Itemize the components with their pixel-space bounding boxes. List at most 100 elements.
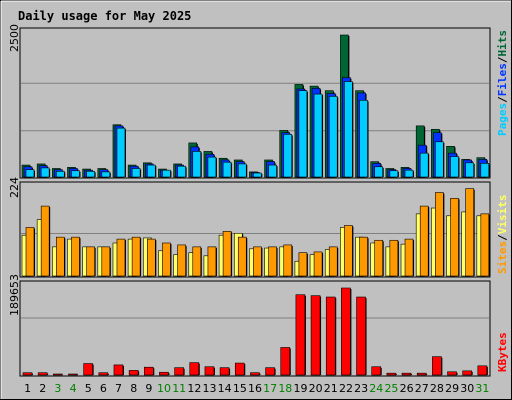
- day-label-8: 8: [130, 382, 137, 395]
- bar-p0-s2-d24: [374, 166, 384, 178]
- bar-p1-s1-d4: [71, 236, 80, 277]
- bar-p2-s0-d22: [341, 287, 351, 376]
- bar-p2-s0-d1: [22, 372, 33, 376]
- bar-p0-s2-d20: [313, 93, 323, 178]
- bar-p0-s2-d17: [268, 164, 277, 178]
- gridlines: [21, 82, 489, 319]
- bar-p1-s1-d13: [207, 246, 217, 277]
- day-label-2: 2: [39, 382, 46, 395]
- bar-p2-s0-d30: [462, 370, 472, 376]
- legend-sites: Sites: [496, 241, 509, 274]
- bar-p2-s0-d12: [189, 362, 200, 376]
- day-label-31: 31: [475, 382, 489, 395]
- bar-p0-s2-d7: [116, 127, 126, 178]
- bar-p0-s2-d5: [86, 171, 95, 178]
- bar-p1-s1-d2: [40, 205, 50, 277]
- day-label-1: 1: [24, 382, 31, 395]
- bar-p1-s1-d23: [359, 236, 368, 277]
- bottom-y-max-label: 189653: [8, 274, 21, 316]
- day-label-3: 3: [54, 382, 61, 395]
- bar-p1-s1-d18: [283, 244, 293, 277]
- bar-p1-s1-d7: [116, 238, 126, 277]
- bar-p2-s0-d29: [447, 371, 457, 376]
- day-label-14: 14: [218, 382, 232, 395]
- bar-p0-s2-d31: [480, 163, 490, 178]
- bar-p2-s0-d19: [295, 294, 306, 376]
- top-legend: Pages/Files/Hits: [496, 30, 509, 136]
- legend-sep-2: /: [496, 56, 509, 63]
- day-label-17: 17: [263, 382, 277, 395]
- bar-p1-s1-d6: [101, 246, 111, 277]
- bar-p0-s2-d28: [435, 141, 444, 178]
- day-label-9: 9: [145, 382, 152, 395]
- legend-sep-1: /: [496, 96, 509, 103]
- bar-p1-s1-d5: [86, 246, 95, 277]
- day-label-10: 10: [157, 382, 171, 395]
- bar-p1-s1-d1: [25, 227, 35, 277]
- bar-p0-s2-d9: [146, 164, 156, 178]
- bar-p0-s2-d14: [222, 161, 232, 178]
- top-panel-bg: [19, 27, 491, 179]
- middle-y-max-label: 224: [8, 177, 21, 198]
- bar-p0-s2-d12: [192, 151, 202, 178]
- bar-p1-s1-d28: [435, 192, 444, 277]
- bar-p2-s0-d16: [250, 372, 260, 376]
- day-label-18: 18: [278, 382, 292, 395]
- bar-p0-s2-d25: [389, 170, 399, 178]
- bar-p2-s0-d7: [113, 364, 124, 376]
- day-label-5: 5: [85, 382, 92, 395]
- bar-p2-s0-d20: [310, 295, 321, 376]
- bar-p2-s0-d15: [234, 362, 245, 376]
- day-label-15: 15: [233, 382, 247, 395]
- bar-p2-s0-d26: [401, 372, 412, 376]
- bar-p1-s1-d27: [419, 205, 429, 277]
- bar-p2-s0-d11: [174, 367, 184, 376]
- day-label-26: 26: [400, 382, 414, 395]
- bar-p2-s0-d31: [477, 365, 488, 376]
- bar-p0-s2-d3: [56, 171, 65, 178]
- bar-p2-s0-d4: [68, 373, 78, 376]
- chart-title: Daily usage for May 2025: [18, 9, 191, 23]
- bar-p1-s1-d11: [177, 244, 186, 277]
- bar-p0-s2-d29: [450, 156, 459, 178]
- bar-p2-s0-d18: [280, 347, 291, 376]
- bar-p1-s1-d3: [56, 236, 65, 277]
- bar-p2-s0-d14: [219, 367, 230, 376]
- legend-sep-3: /: [496, 234, 509, 241]
- bar-p0-s2-d18: [283, 134, 293, 178]
- svg-text:Pages/Files/Hits: Pages/Files/Hits: [496, 30, 509, 136]
- legend-files: Files: [496, 63, 509, 96]
- bars: [21, 34, 490, 376]
- day-label-21: 21: [324, 382, 338, 395]
- svg-text:Sites/Visits: Sites/Visits: [496, 195, 509, 275]
- bar-p1-s1-d19: [298, 252, 308, 277]
- bar-p1-s1-d21: [328, 246, 338, 277]
- bar-p0-s2-d21: [328, 96, 338, 178]
- bar-p2-s0-d13: [204, 366, 215, 376]
- bar-p0-s2-d26: [404, 169, 414, 178]
- bar-p2-s0-d24: [371, 366, 382, 376]
- day-label-6: 6: [100, 382, 107, 395]
- bar-p1-s1-d16: [253, 246, 262, 277]
- bar-p1-s1-d30: [465, 188, 474, 277]
- day-label-29: 29: [445, 382, 459, 395]
- day-label-22: 22: [339, 382, 353, 395]
- legend-kbytes: KBytes: [496, 332, 509, 372]
- bar-p1-s1-d26: [404, 238, 414, 277]
- bar-p1-s1-d17: [268, 246, 277, 277]
- bar-p0-s2-d30: [465, 162, 474, 178]
- bar-p0-s2-d27: [419, 152, 429, 178]
- bar-p0-s2-d15: [237, 163, 247, 178]
- day-label-28: 28: [430, 382, 444, 395]
- bar-p2-s0-d6: [98, 372, 109, 376]
- bar-p0-s2-d19: [298, 90, 308, 178]
- bar-p2-s0-d9: [143, 366, 154, 376]
- day-label-12: 12: [187, 382, 201, 395]
- day-label-25: 25: [384, 382, 398, 395]
- top-y-max-label: 2500: [8, 24, 21, 52]
- day-label-13: 13: [203, 382, 217, 395]
- bar-p2-s0-d21: [325, 296, 336, 376]
- bar-p1-s1-d22: [344, 225, 353, 277]
- bar-p1-s1-d20: [313, 251, 323, 277]
- day-label-27: 27: [415, 382, 429, 395]
